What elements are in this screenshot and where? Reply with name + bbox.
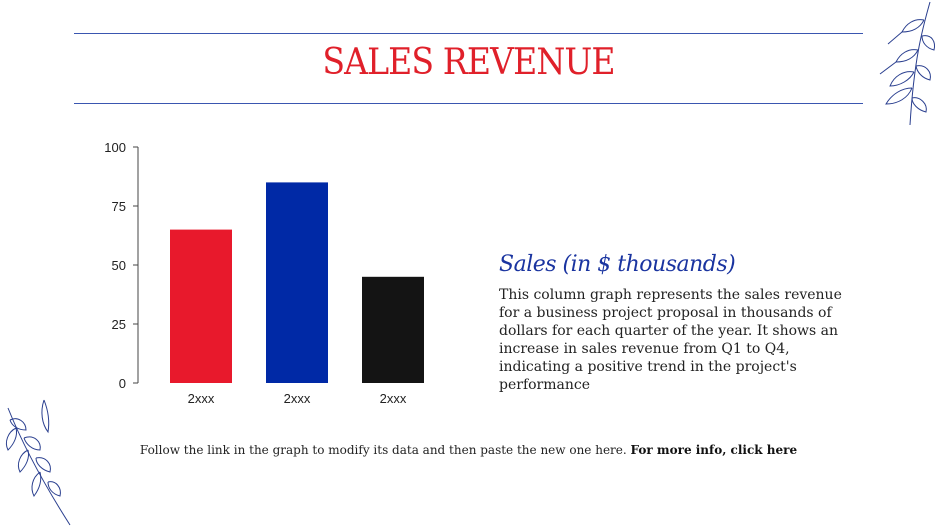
x-tick-label: 2xxx [380, 391, 407, 406]
leaf-branch-icon-bottom-left [5, 399, 71, 526]
bar [170, 229, 232, 383]
bottom-divider [74, 103, 863, 104]
footer-note: Follow the link in the graph to modify i… [0, 443, 937, 457]
top-divider [74, 33, 863, 34]
sales-bar-chart: 0 25 50 75 100 2xxx 2xxx 2xxx [104, 140, 424, 406]
bar [266, 182, 328, 383]
chart-description: This column graph represents the sales r… [499, 287, 842, 393]
x-tick-label: 2xxx [188, 391, 215, 406]
y-tick-label: 100 [104, 140, 126, 155]
y-tick-label: 0 [119, 376, 126, 391]
footer-text: Follow the link in the graph to modify i… [139, 443, 627, 457]
y-tick-label: 50 [112, 258, 126, 273]
leaf-branch-icon-top-right [879, 1, 935, 126]
y-tick-label: 25 [112, 317, 126, 332]
bar [362, 276, 424, 383]
more-info-link[interactable]: For more info, click here [630, 443, 798, 457]
chart-subtitle: Sales (in $ thousands) [499, 252, 736, 277]
x-tick-label: 2xxx [284, 391, 311, 406]
slide-title: SALES REVENUE [322, 42, 615, 83]
y-tick-label: 75 [112, 199, 126, 214]
